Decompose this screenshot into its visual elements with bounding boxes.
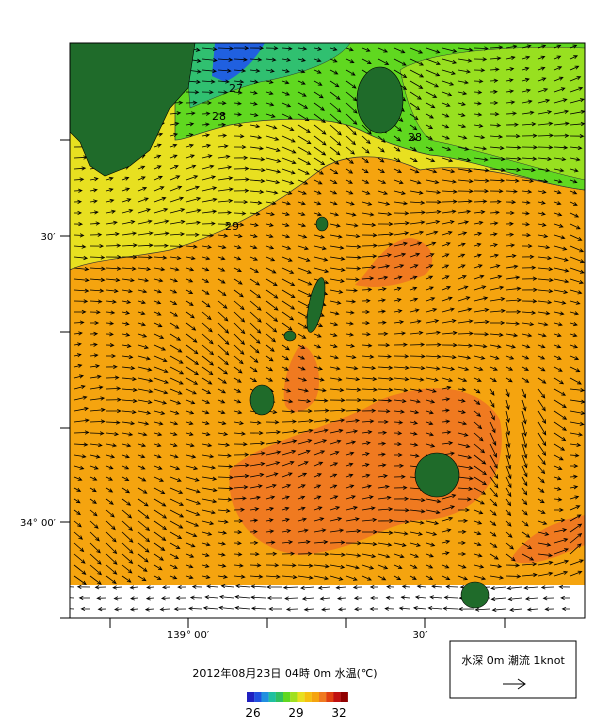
colorbar-swatch: [254, 692, 262, 702]
colorbar-swatch: [333, 692, 341, 702]
island: [356, 66, 404, 134]
sst-region: [283, 345, 320, 412]
sst-region: [212, 43, 265, 82]
caption: 2012年08月23日 04時 0m 水温(℃): [192, 666, 377, 680]
map-frame: [69, 42, 586, 619]
lat-label: 30′: [41, 232, 57, 243]
sst-region: [229, 388, 502, 555]
colorbar-swatch: [319, 692, 327, 702]
island: [249, 384, 275, 416]
lat-label: 34° 00′: [20, 518, 57, 529]
colorbar-swatch: [311, 692, 320, 702]
colorbar-label: 32: [331, 706, 346, 720]
sst-region: [355, 238, 433, 287]
colorbar-swatch: [326, 692, 334, 702]
colorbar-swatch: [304, 692, 312, 702]
colorbar-swatch: [275, 692, 284, 702]
colorbar-label: 26: [245, 706, 260, 720]
colorbar-swatch: [340, 692, 348, 702]
island: [460, 581, 490, 609]
colorbar-swatch: [268, 692, 276, 702]
map-area: 27 28 28 29: [70, 43, 585, 618]
colorbar-swatch: [247, 692, 255, 702]
lon-label: 30′: [413, 630, 429, 641]
lon-label: 139° 00′: [167, 630, 210, 641]
colorbar-swatch: [283, 692, 291, 702]
island: [315, 216, 329, 232]
colorbar: [247, 692, 348, 702]
contour-label: 28: [212, 110, 226, 123]
legend-label: 水深 0m 潮流 1knot: [461, 653, 565, 667]
colorbar-swatch: [297, 692, 305, 702]
contour-label: 29: [225, 220, 239, 233]
ticks: [60, 139, 506, 628]
islands: [70, 43, 490, 609]
contour-label: 27: [229, 82, 243, 95]
island: [414, 452, 460, 498]
colorbar-swatch: [261, 692, 269, 702]
legend-arrow: [503, 678, 526, 690]
island: [306, 277, 326, 333]
colorbar-label: 29: [288, 706, 303, 720]
island: [283, 330, 297, 342]
contour-label: 28: [408, 131, 422, 144]
colorbar-swatch: [290, 692, 298, 702]
land: [70, 43, 196, 177]
legend-box: [449, 640, 577, 699]
